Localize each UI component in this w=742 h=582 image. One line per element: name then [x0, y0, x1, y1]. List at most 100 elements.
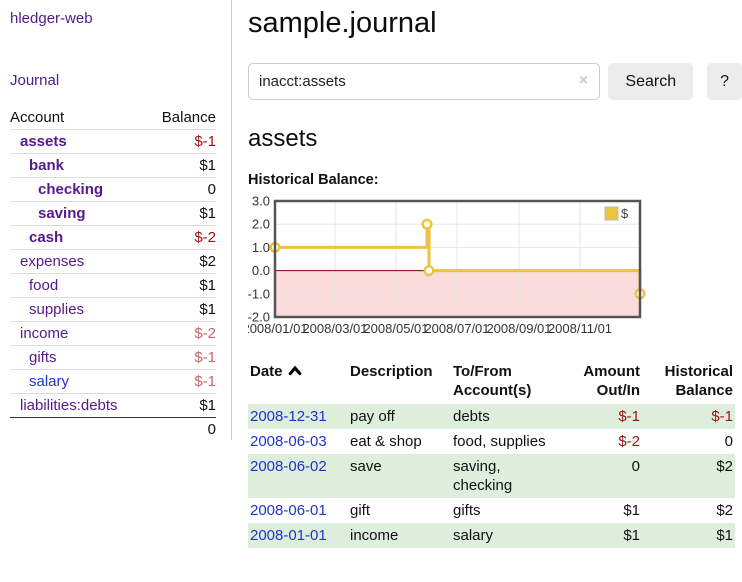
transaction-accounts: debts	[451, 404, 571, 429]
register-header-row: Date Description To/From Account(s) Amou…	[248, 360, 735, 404]
transaction-date-link[interactable]: 2008-06-03	[250, 433, 327, 450]
transaction-description: pay off	[348, 404, 451, 429]
y-tick-label: 2.0	[252, 217, 270, 232]
transaction-balance: $2	[716, 502, 733, 519]
account-balance: $-1	[146, 129, 216, 154]
register-header-description: Description	[350, 363, 433, 380]
app-brand-link[interactable]: hledger-web	[10, 10, 93, 27]
accounts-total-value: 0	[207, 421, 216, 438]
transaction-date-link[interactable]: 2008-06-02	[250, 458, 327, 475]
transaction-description: save	[348, 454, 451, 498]
accounts-table-header: Account Balance	[10, 106, 216, 130]
account-row: supplies $1	[10, 297, 216, 322]
accounts-total-spacer	[10, 418, 147, 442]
accounts-total-row: 0	[10, 418, 216, 442]
transaction-date-link[interactable]: 2008-06-01	[250, 502, 327, 519]
register-header-balance: Historical Balance	[664, 363, 733, 399]
account-balance: $-1	[146, 345, 216, 370]
account-row: cash $-2	[10, 225, 216, 250]
accounts-header-balance: Balance	[146, 106, 216, 130]
account-link[interactable]: saving	[38, 205, 86, 222]
y-tick-label: 1.0	[252, 240, 270, 255]
account-balance: $1	[146, 153, 216, 178]
search-button[interactable]: Search	[608, 63, 694, 100]
register-header-accounts: To/From Account(s)	[453, 363, 532, 399]
y-tick-label: -1.0	[248, 286, 270, 301]
account-balance: $2	[146, 249, 216, 274]
accounts-table: Account Balance assets $-1 bank $1 checking 0…	[10, 106, 216, 441]
sidebar-item-journal[interactable]: Journal	[10, 72, 60, 89]
account-link[interactable]: salary	[29, 373, 70, 390]
page-title: sample.journal	[248, 7, 437, 39]
account-row: saving $1	[10, 201, 216, 226]
transaction-date-link[interactable]: 2008-12-31	[250, 408, 327, 425]
account-link[interactable]: food	[29, 277, 59, 294]
account-link[interactable]: expenses	[20, 253, 85, 270]
transaction-amount: 0	[571, 454, 642, 498]
account-link[interactable]: checking	[38, 181, 104, 198]
account-link[interactable]: income	[20, 325, 69, 342]
transaction-accounts: salary	[451, 523, 571, 548]
plot-border	[273, 199, 642, 319]
transaction-amount: $-1	[571, 404, 642, 429]
transaction-balance: $2	[642, 454, 735, 498]
search-form: × Search ?	[248, 63, 742, 100]
x-tick-label: 2008/07/01	[424, 321, 489, 336]
account-link[interactable]: cash	[29, 229, 64, 246]
account-link[interactable]: bank	[29, 157, 65, 174]
register-header-date-label: Date	[250, 363, 283, 380]
x-tick-label: 2008/01/01	[248, 321, 308, 336]
search-input[interactable]	[248, 63, 601, 100]
transaction-row: 2008-06-01 gift gifts $1 $2	[248, 498, 735, 523]
sidebar: hledger-web Journal Account Balance asse…	[0, 0, 232, 440]
transaction-accounts: saving, checking	[451, 454, 571, 498]
register-table: Date Description To/From Account(s) Amou…	[248, 360, 735, 548]
transaction-amount: $-2	[618, 433, 640, 450]
chevron-up-icon	[288, 365, 301, 376]
transaction-accounts: food, supplies	[453, 433, 546, 450]
account-balance: 0	[146, 177, 216, 202]
transaction-balance: $-1	[642, 404, 735, 429]
transaction-description: eat & shop	[350, 433, 422, 450]
legend-swatch	[604, 206, 619, 221]
transaction-row: 2008-12-31 pay off debts $-1 $-1	[248, 404, 735, 429]
account-balance: $1	[146, 393, 216, 418]
account-row: gifts $-1	[10, 345, 216, 370]
data-point-marker[interactable]	[423, 265, 435, 277]
x-tick-label: 2008/03/01	[302, 321, 367, 336]
legend-label: $	[621, 206, 629, 221]
y-tick-label: 3.0	[252, 194, 270, 209]
historical-balance-chart[interactable]: 3.0 2.0 1.0 0.0 -1.0 -2.0 2008/01/01 2008/03/01…	[242, 194, 648, 340]
transaction-balance: 0	[724, 433, 733, 450]
clear-search-icon[interactable]: ×	[578, 72, 589, 89]
account-link[interactable]: supplies	[29, 301, 85, 318]
account-row: income $-2	[10, 321, 216, 346]
transaction-description: income	[348, 523, 451, 548]
account-link[interactable]: gifts	[29, 349, 57, 366]
transaction-date-link[interactable]: 2008-01-01	[250, 527, 327, 544]
help-button[interactable]: ?	[707, 63, 742, 100]
accounts-header-account: Account	[10, 106, 147, 130]
search-box: ×	[248, 63, 601, 100]
account-balance: $1	[146, 297, 216, 322]
y-tick-label: 0.0	[252, 263, 270, 278]
chart-title: Historical Balance:	[248, 172, 379, 188]
transaction-row: 2008-06-03 eat & shop food, supplies $-2 0	[248, 429, 735, 454]
account-row: expenses $2	[10, 249, 216, 274]
main-panel: sample.journal × Search ? assets Histori…	[242, 0, 742, 548]
data-point-marker[interactable]	[421, 218, 433, 230]
transaction-description: gift	[350, 502, 371, 519]
account-row: checking 0	[10, 177, 216, 202]
transaction-row: 2008-01-01 income salary $1 $1	[248, 523, 735, 548]
account-row: assets $-1	[10, 129, 216, 154]
account-balance: $-1	[146, 369, 216, 394]
chart-canvas[interactable]: 3.0 2.0 1.0 0.0 -1.0 -2.02008/01/012008/03/01…	[242, 194, 648, 340]
account-link[interactable]: assets	[20, 133, 67, 150]
account-row: food $1	[10, 273, 216, 298]
register-header-amount: Amount Out/In	[583, 363, 640, 399]
account-link[interactable]: liabilities:debts	[20, 397, 118, 414]
account-balance: $-2	[146, 225, 216, 250]
account-heading: assets	[248, 125, 318, 152]
y-tick-label: -2.0	[248, 310, 270, 325]
register-header-date[interactable]: Date	[248, 360, 348, 404]
